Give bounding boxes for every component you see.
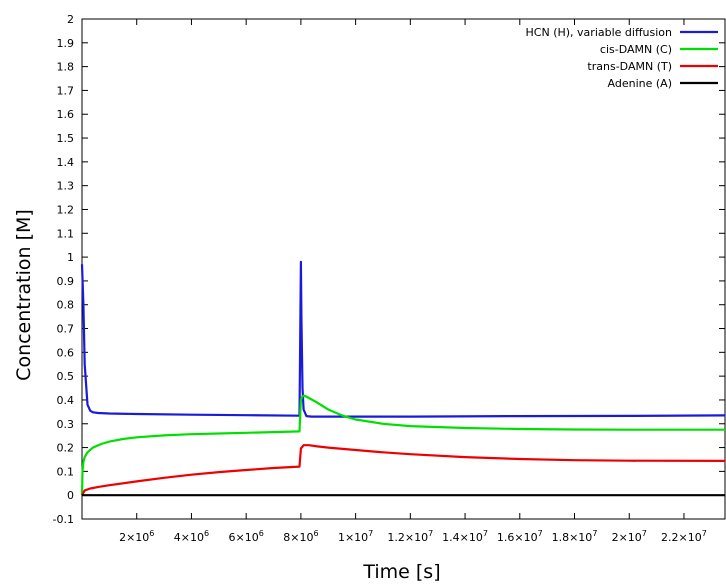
x-tick-label: 2×106 [119, 529, 154, 544]
x-tick-mantissa: 8 [283, 531, 290, 544]
y-tick-label: 1.2 [57, 203, 75, 216]
y-tick-label: 0.1 [57, 465, 75, 478]
y-tick-label: 1.8 [57, 61, 75, 74]
x-tick-label: 8×106 [283, 529, 318, 544]
x-tick-exponent: 7 [642, 529, 647, 538]
y-axis-label: Concentration [M] [13, 209, 35, 381]
x-tick-exponent: 7 [538, 529, 543, 538]
y-tick-label: 1.3 [57, 180, 75, 193]
legend-label-2: trans-DAMN (T) [587, 60, 672, 73]
x-tick-times-ten: ×10 [405, 531, 428, 544]
x-tick-label: 6×106 [229, 529, 264, 544]
x-tick-times-ten: ×10 [290, 531, 313, 544]
y-tick-label: 1.7 [57, 84, 75, 97]
x-tick-mantissa: 4 [174, 531, 181, 544]
x-tick-mantissa: 6 [229, 531, 236, 544]
y-tick-label: 0.2 [57, 442, 75, 455]
x-tick-mantissa: 1.6 [497, 531, 515, 544]
axes: -0.100.10.20.30.40.50.60.70.80.911.11.21… [53, 13, 726, 544]
plot-frame [81, 18, 726, 520]
x-tick-times-ten: ×10 [679, 531, 702, 544]
y-tick-label: 0 [67, 489, 74, 502]
y-tick-label: 0.9 [57, 275, 75, 288]
x-tick-mantissa: 1.2 [387, 531, 405, 544]
x-tick-label: 1.2×107 [387, 529, 433, 544]
x-tick-label: 2×107 [612, 529, 647, 544]
y-tick-label: 1 [67, 251, 74, 264]
x-tick-exponent: 7 [592, 529, 597, 538]
y-tick-label: 1.5 [57, 132, 75, 145]
y-tick-label: 0.7 [57, 323, 75, 336]
y-tick-label: 2 [67, 13, 74, 26]
x-tick-exponent: 6 [204, 529, 209, 538]
x-tick-label: 1.8×107 [552, 529, 598, 544]
y-tick-label: 1.6 [57, 108, 75, 121]
y-tick-label: 1.9 [57, 37, 75, 50]
x-tick-mantissa: 1.8 [552, 531, 570, 544]
x-tick-label: 1.6×107 [497, 529, 543, 544]
x-tick-times-ten: ×10 [460, 531, 483, 544]
y-tick-label: 1.4 [57, 156, 75, 169]
x-tick-mantissa: 2 [119, 531, 126, 544]
x-tick-times-ten: ×10 [619, 531, 642, 544]
x-tick-times-ten: ×10 [569, 531, 592, 544]
y-tick-label: 0.5 [57, 370, 75, 383]
legend: HCN (H), variable diffusion cis-DAMN (C) t… [526, 26, 718, 90]
series-layer [80, 260, 726, 497]
x-tick-exponent: 6 [149, 529, 154, 538]
x-tick-times-ten: ×10 [236, 531, 259, 544]
x-tick-label: 4×106 [174, 529, 209, 544]
series-line-1 [80, 394, 725, 496]
x-tick-mantissa: 2.2 [661, 531, 679, 544]
legend-label-3: Adenine (A) [608, 77, 672, 90]
y-tick-label: 0.6 [57, 346, 75, 359]
x-tick-label: 2.2×107 [661, 529, 707, 544]
x-tick-exponent: 6 [313, 529, 318, 538]
y-tick-label: 0.8 [57, 299, 75, 312]
y-tick-label: 0.4 [57, 394, 75, 407]
x-tick-exponent: 7 [483, 529, 488, 538]
x-tick-times-ten: ×10 [181, 531, 204, 544]
x-tick-times-ten: ×10 [126, 531, 149, 544]
legend-label-1: cis-DAMN (C) [600, 43, 672, 56]
legend-label-0: HCN (H), variable diffusion [526, 26, 673, 39]
x-tick-exponent: 6 [259, 529, 264, 538]
series-line-0 [80, 260, 726, 418]
x-tick-exponent: 7 [702, 529, 707, 538]
x-axis-label: Time [s] [362, 561, 440, 583]
x-tick-exponent: 7 [428, 529, 433, 538]
x-tick-mantissa: 1 [338, 531, 345, 544]
x-tick-label: 1.4×107 [442, 529, 488, 544]
y-tick-label: 0.3 [57, 418, 75, 431]
x-tick-times-ten: ×10 [345, 531, 368, 544]
y-tick-label: 1.1 [57, 227, 75, 240]
y-tick-label: -0.1 [53, 513, 74, 526]
x-tick-label: 1×107 [338, 529, 373, 544]
x-tick-mantissa: 2 [612, 531, 619, 544]
x-tick-times-ten: ×10 [514, 531, 537, 544]
x-tick-mantissa: 1.4 [442, 531, 460, 544]
series-line-2 [81, 444, 726, 496]
x-tick-exponent: 7 [368, 529, 373, 538]
